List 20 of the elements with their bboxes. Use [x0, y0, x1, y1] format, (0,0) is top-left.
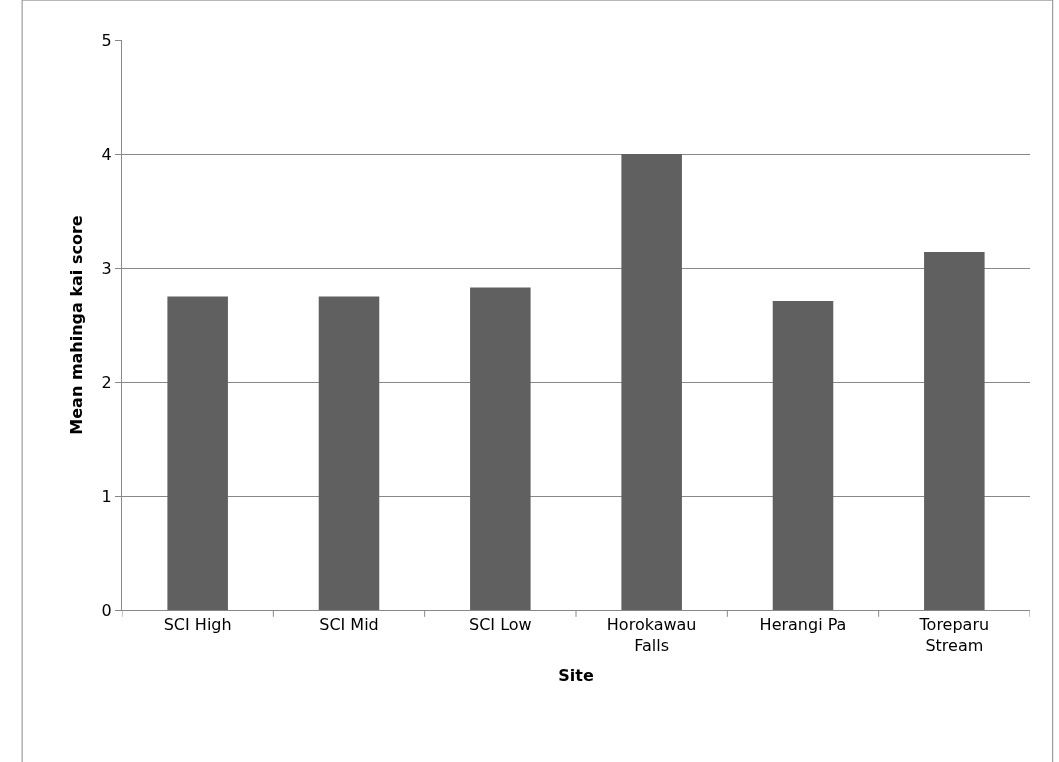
- bar: [318, 296, 380, 610]
- bar: [924, 252, 985, 610]
- bar: [772, 301, 834, 610]
- y-tick-label: 4: [101, 144, 112, 164]
- y-axis-title: Mean mahinga kai score: [66, 215, 86, 435]
- y-tick-label: 3: [101, 258, 112, 278]
- x-axis-title: Site: [558, 665, 594, 685]
- x-tick-label: Herangi Pa: [759, 615, 847, 635]
- x-tick-label: Toreparu Stream: [918, 615, 990, 655]
- bar: [621, 154, 682, 610]
- x-tick-label: SCI Low: [469, 615, 532, 635]
- y-tick-label: 1: [101, 486, 112, 506]
- bar: [470, 287, 531, 610]
- bar: [167, 296, 228, 610]
- y-tick-label: 2: [101, 372, 112, 392]
- x-tick-label: Horokawau Falls: [606, 615, 697, 655]
- x-tick-label: SCI High: [163, 615, 232, 635]
- x-tick-label: SCI Mid: [319, 615, 379, 635]
- y-tick-label: 0: [101, 600, 112, 620]
- y-tick-label: 5: [101, 30, 112, 50]
